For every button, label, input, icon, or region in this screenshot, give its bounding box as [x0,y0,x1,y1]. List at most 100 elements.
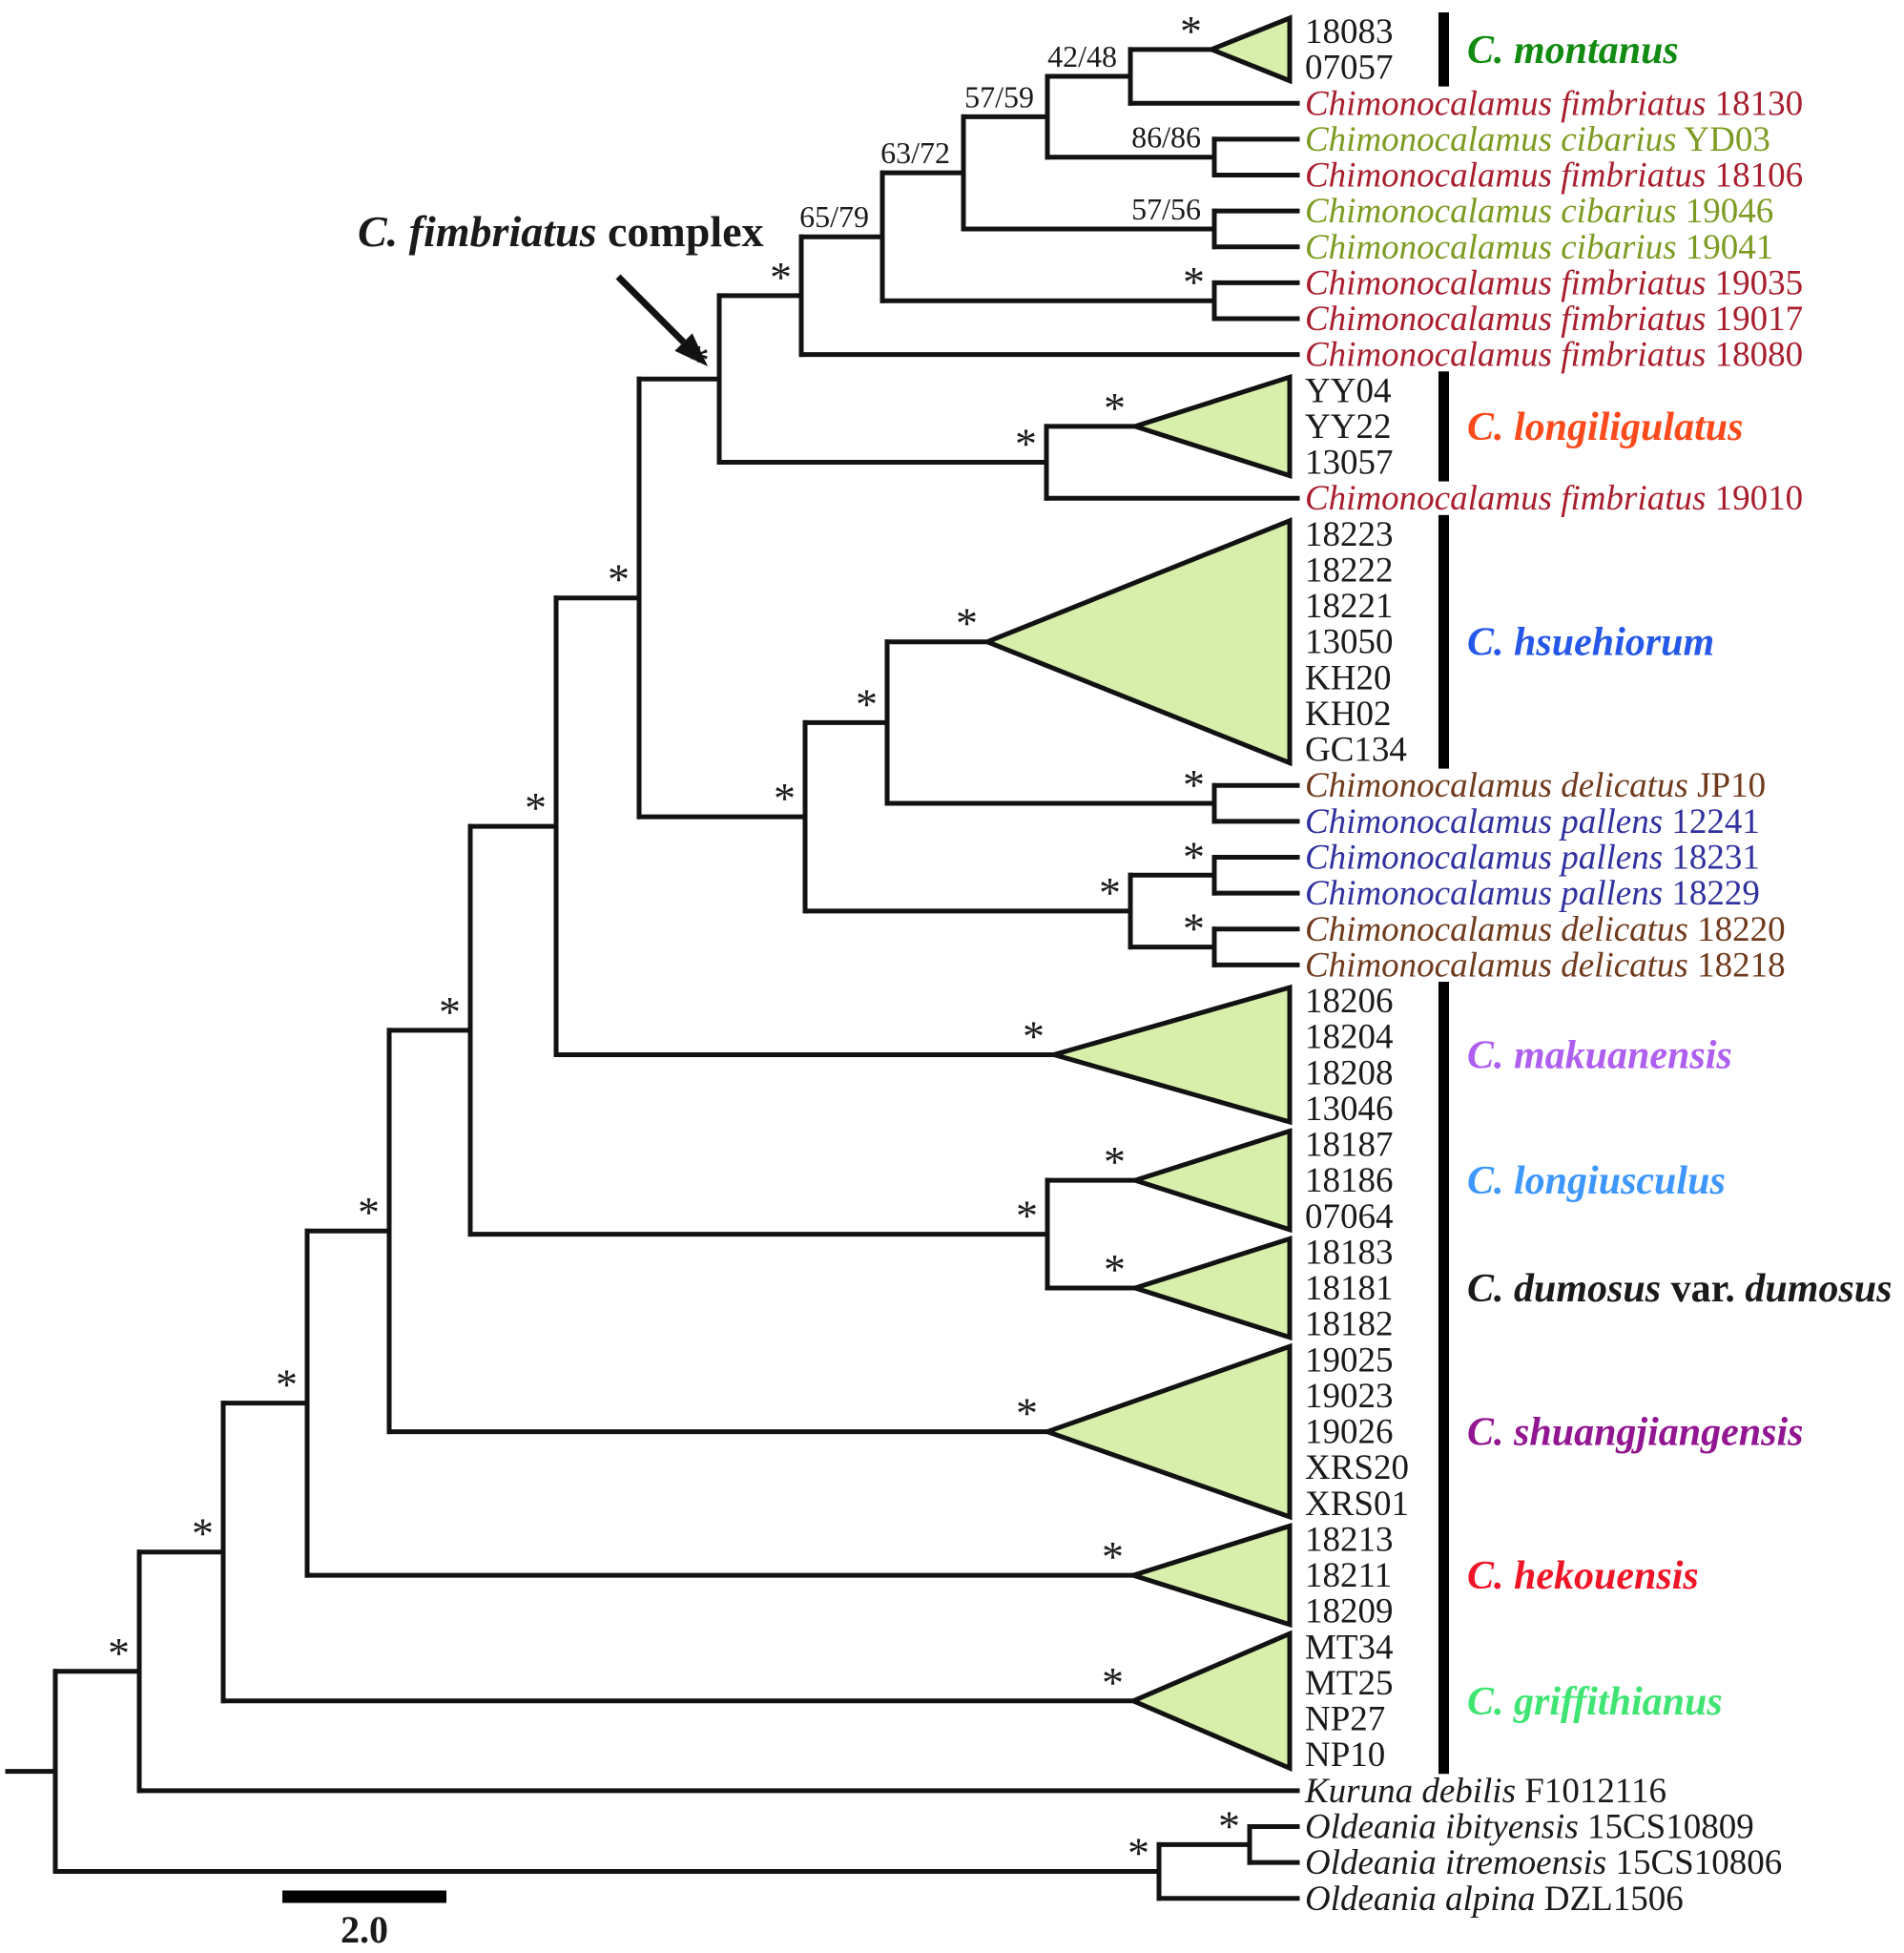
support-value: * [856,679,878,728]
tip-label: Chimonocalamus delicatus 18218 [1305,945,1786,985]
tip-label: Chimonocalamus cibarius 19046 [1305,192,1773,231]
clade-triangle-montanus [1205,14,1293,85]
clade-triangle-hsuehiorum [981,517,1293,767]
clade-marker-bar-longiusculus [1438,1125,1449,1236]
clade-marker-bar-makuanensis [1438,982,1449,1128]
clade-marker-bar-griffithianus [1438,1628,1449,1775]
tip-label: Chimonocalamus pallens 18229 [1305,874,1760,913]
tip-code: 13050 [1305,623,1394,662]
tip-code: 18222 [1305,551,1394,590]
support-value: 57/56 [1131,192,1201,226]
clade-triangle-longiusculus [1127,1128,1293,1234]
clade-marker-bar-hsuehiorum [1438,514,1449,769]
species-label-shuangjiangensis: C. shuangjiangensis [1467,1411,1804,1455]
support-value: 63/72 [880,135,950,170]
support-value: * [1102,1658,1124,1707]
tip-code: 18186 [1305,1161,1394,1200]
clade-marker-bar-shuangjiangensis [1438,1340,1449,1523]
tip-code: 19026 [1305,1413,1394,1452]
support-value: * [192,1509,214,1558]
support-value: * [108,1629,130,1677]
clade-triangle-shuangjiangensis [1040,1342,1293,1521]
support-value: * [1099,868,1121,917]
tip-label: Chimonocalamus cibarius 19041 [1305,228,1773,267]
clade-triangle-hekouensis [1125,1523,1293,1629]
tip-label: Chimonocalamus delicatus JP10 [1305,766,1766,805]
tip-code: NP10 [1305,1735,1385,1775]
species-label-dumosus: C. dumosus var. dumosus [1467,1267,1892,1311]
tip-code: 13046 [1305,1090,1394,1129]
tip-label: Chimonocalamus fimbriatus 18130 [1305,84,1803,123]
clade-triangle-griffithianus [1127,1630,1293,1773]
tip-label: Oldeania itremoensis 15CS10806 [1305,1843,1782,1882]
tip-code: 18183 [1305,1233,1394,1272]
support-value: * [1016,1192,1038,1240]
scale-bar [282,1890,446,1903]
support-value: * [1183,832,1205,881]
tip-label: Chimonocalamus cibarius YD03 [1305,120,1770,159]
species-label-makuanensis: C. makuanensis [1467,1033,1732,1077]
tip-code: 07064 [1305,1197,1394,1236]
support-value: 42/48 [1047,39,1117,73]
support-value: * [439,987,461,1036]
tip-label: Chimonocalamus fimbriatus 19017 [1305,300,1803,339]
tip-code: 18208 [1305,1053,1394,1092]
tip-label: Chimonocalamus fimbriatus 19010 [1305,479,1803,518]
tip-label: Oldeania alpina DZL1506 [1305,1880,1684,1919]
support-value: * [1183,760,1205,809]
clade-triangle-makuanensis [1045,984,1293,1126]
tip-code: NP27 [1305,1700,1385,1739]
support-value: 65/79 [799,199,869,234]
support-value: * [358,1188,380,1236]
tip-label: Chimonocalamus pallens 18231 [1305,838,1760,877]
species-label-griffithianus: C. griffithianus [1467,1680,1723,1724]
tip-label: Chimonocalamus delicatus 18220 [1305,910,1786,949]
support-value: * [1016,1389,1038,1438]
clade-marker-bar-montanus [1438,12,1449,87]
tip-label: Chimonocalamus pallens 12241 [1305,802,1760,841]
tip-code: MT34 [1305,1628,1394,1667]
support-value: * [1180,7,1202,55]
tip-code: 18213 [1305,1520,1394,1559]
clade-triangle-longiligulatus [1127,373,1293,479]
tip-code: 07057 [1305,49,1394,88]
tip-code: 19023 [1305,1377,1394,1416]
tip-code: MT25 [1305,1664,1394,1703]
tip-code: KH20 [1305,658,1391,697]
annotation-arrow-head [674,333,708,366]
tip-code: 18206 [1305,982,1394,1021]
tip-code: 18187 [1305,1126,1394,1165]
tip-code: 18204 [1305,1018,1394,1057]
scale-bar-label: 2.0 [341,1908,388,1951]
tip-code: 19025 [1305,1340,1394,1380]
clade-marker-bar-hekouensis [1438,1520,1449,1631]
clade-triangle-dumosus [1127,1235,1293,1341]
tip-code: 18182 [1305,1305,1394,1344]
support-value: * [956,599,978,648]
tip-code: XRS01 [1305,1485,1409,1524]
tip-code: KH02 [1305,695,1391,734]
tip-code: XRS20 [1305,1448,1409,1487]
support-value: * [525,783,547,832]
tip-code: YY04 [1305,371,1391,410]
support-value: 57/59 [964,79,1034,114]
tip-code: 18209 [1305,1592,1394,1631]
species-label-longiligulatus: C. longiligulatus [1467,405,1743,449]
tip-label: Chimonocalamus fimbriatus 18080 [1305,336,1803,375]
species-label-longiusculus: C. longiusculus [1467,1159,1726,1203]
tip-code: 18221 [1305,587,1394,626]
clade-marker-bar-dumosus [1438,1233,1449,1343]
support-value: * [1183,904,1205,953]
tip-code: GC134 [1305,731,1407,770]
tip-code: 18083 [1305,12,1394,52]
species-label-hekouensis: C. hekouensis [1467,1554,1699,1598]
support-value: * [770,253,792,301]
support-value: 86/86 [1131,120,1201,155]
support-value: * [1104,1245,1126,1294]
support-value: * [1015,420,1037,468]
clade-marker-bar-longiligulatus [1438,371,1449,482]
support-value: * [1023,1011,1045,1060]
species-label-hsuehiorum: C. hsuehiorum [1467,621,1714,665]
